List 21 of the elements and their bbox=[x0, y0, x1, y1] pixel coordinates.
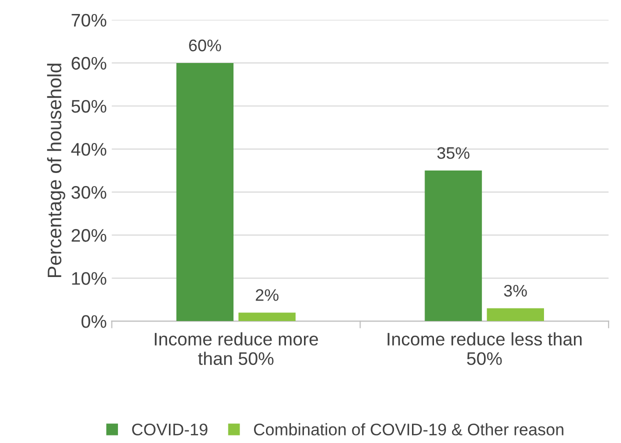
x-tick-label: Income reduce more than 50% bbox=[154, 332, 318, 365]
y-tick-label: 10% bbox=[72, 272, 106, 285]
y-tick-label: 20% bbox=[72, 229, 106, 242]
bar bbox=[486, 308, 544, 322]
y-tick-label: 50% bbox=[72, 100, 106, 113]
data-label: 2% bbox=[256, 289, 278, 301]
data-label: 3% bbox=[504, 284, 527, 297]
legend-label: COVID-19 bbox=[132, 424, 208, 436]
x-tick-label: Income reduce less than 50% bbox=[388, 332, 582, 365]
y-tick-label: 0% bbox=[82, 315, 106, 328]
bar bbox=[424, 170, 482, 322]
y-tick-label: 60% bbox=[72, 56, 106, 70]
data-label: 60% bbox=[189, 40, 222, 52]
legend-label: Combination of COVID-19 & Other reason bbox=[254, 423, 564, 436]
y-tick-label: 40% bbox=[71, 142, 106, 156]
y-axis-title: Percentage of household bbox=[47, 64, 66, 278]
data-label: 35% bbox=[437, 147, 470, 159]
y-tick-label: 70% bbox=[72, 14, 106, 27]
bar bbox=[176, 62, 234, 322]
bar bbox=[238, 312, 296, 322]
y-tick-label: 30% bbox=[71, 186, 106, 199]
